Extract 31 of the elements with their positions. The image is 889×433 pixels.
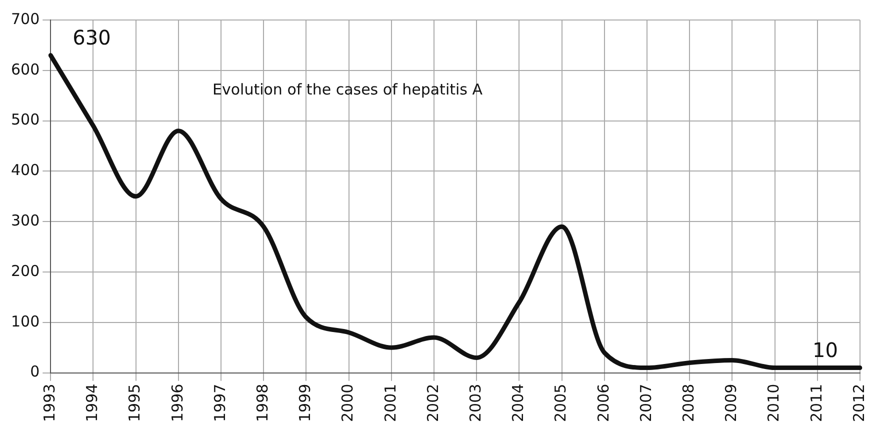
x-tick-label: 2012	[850, 384, 868, 422]
x-tick-label: 2010	[764, 384, 783, 422]
x-tick-label: 2009	[722, 384, 740, 422]
y-tick-label: 400	[10, 161, 40, 180]
x-tick-label: 2001	[381, 384, 400, 422]
x-tick-label: 2004	[509, 384, 528, 422]
x-tick-label: 2005	[552, 384, 570, 422]
x-tick-label: 2002	[424, 384, 442, 422]
x-tick-label: 1997	[210, 384, 229, 422]
y-tick-label: 0	[30, 362, 40, 381]
x-tick-label: 1996	[168, 384, 186, 422]
y-tick-label: 700	[10, 10, 40, 28]
y-tick-label: 300	[10, 212, 40, 230]
y-tick-label: 100	[10, 312, 40, 330]
x-tick-label: 2008	[679, 384, 698, 422]
x-tick-label: 1999	[296, 384, 314, 422]
x-tick-label: 2003	[466, 384, 485, 422]
y-tick-label: 500	[10, 110, 40, 129]
x-tick-label: 2000	[338, 384, 357, 422]
y-tick-label: 200	[10, 262, 40, 280]
x-tick-label: 1993	[40, 384, 59, 422]
annotation: 10	[812, 338, 838, 362]
text: Evolution of the cases of hepatitis A	[212, 80, 484, 98]
x-tick-label: 1995	[126, 384, 144, 422]
x-tick-label: 2011	[807, 384, 826, 422]
y-tick-label: 600	[10, 60, 40, 78]
x-tick-label: 1998	[254, 384, 272, 422]
x-tick-label: 1994	[83, 384, 102, 422]
x-tick-label: 2007	[636, 384, 655, 422]
x-tick-label: 2006	[594, 384, 612, 422]
annotation: 630	[72, 25, 111, 50]
